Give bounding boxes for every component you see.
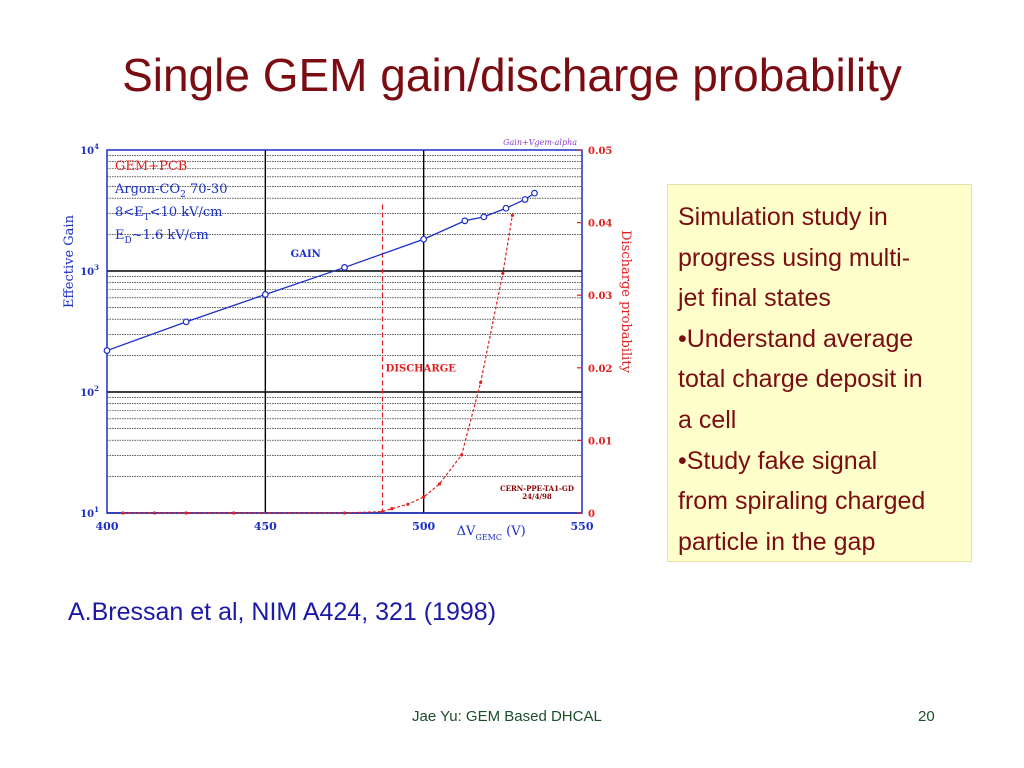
legend-line: GEM+PCB xyxy=(115,159,187,174)
discharge-point xyxy=(152,511,157,515)
top-note: Gain+Vgem-alpha xyxy=(503,138,577,147)
note-line: particle in the gap xyxy=(678,527,876,556)
y-right-tick-label: 0 xyxy=(588,509,595,520)
discharge-annotation: DISCHARGE xyxy=(386,363,457,374)
gain-point xyxy=(103,347,111,354)
gain-point xyxy=(420,235,428,243)
discharge-point xyxy=(501,271,505,276)
x-tick-label: 550 xyxy=(571,520,594,533)
y-left-tick-label: 101 xyxy=(80,505,99,520)
note-line: Simulation study in xyxy=(678,203,888,231)
legend-line: ED~1.6 kV/cm xyxy=(115,228,209,246)
x-tick-label: 450 xyxy=(254,520,277,533)
gain-point xyxy=(480,213,488,221)
footer-text: Jae Yu: GEM Based DHCAL xyxy=(412,708,602,725)
gain-point xyxy=(182,318,190,326)
chart-svg: 400 450 500 550 101 102 103 104 0 0.01 0.02 0.03 0.0… xyxy=(62,138,633,542)
discharge-point xyxy=(460,453,464,457)
discharge-point xyxy=(232,511,236,515)
y-left-tick-label: 103 xyxy=(80,263,99,278)
note-line: progress using multi- xyxy=(678,243,911,272)
y-right-axis-label: Discharge probability xyxy=(618,230,633,373)
gain-series-line xyxy=(106,192,535,352)
y-right-tick-label: 0.04 xyxy=(588,219,612,230)
note-line: •Understand average xyxy=(678,324,914,353)
slide-title: Single GEM gain/discharge probability xyxy=(122,49,902,101)
discharge-point xyxy=(342,511,347,515)
discharge-point xyxy=(510,213,514,217)
note-line: •Study fake signal xyxy=(678,446,878,475)
gain-point xyxy=(341,264,348,271)
y-left-tick-label: 102 xyxy=(80,384,99,399)
y-right-tick-label: 0.03 xyxy=(588,291,612,302)
x-tick-label: 400 xyxy=(96,520,119,533)
notes-box: Simulation study in progress using multi… xyxy=(667,184,972,562)
gain-point xyxy=(502,204,510,212)
gain-discharge-chart: 400 450 500 550 101 102 103 104 0 0.01 0.02 0.03 0.0… xyxy=(55,135,645,555)
legend-line: 8<ET<10 kV/cm xyxy=(115,205,223,223)
gain-point xyxy=(531,189,538,197)
stamp-line: 24/4/98 xyxy=(522,492,552,501)
discharge-point xyxy=(406,502,410,506)
grid-layer xyxy=(107,150,582,514)
legend-line: Argon-CO2 70-30 xyxy=(114,182,227,200)
gain-point xyxy=(521,196,529,203)
discharge-point xyxy=(184,511,188,515)
discharge-point xyxy=(390,507,394,511)
x-axis-label: ΔVGEMC (V) xyxy=(457,524,526,542)
citation: A.Bressan et al, NIM A424, 321 (1998) xyxy=(68,598,497,626)
note-line: jet final states xyxy=(678,284,831,313)
series-layer xyxy=(103,189,538,515)
note-line: a cell xyxy=(678,405,737,434)
note-line: total charge deposit in xyxy=(678,365,923,394)
discharge-point xyxy=(121,511,125,515)
stamp-line: CERN-PPE-TA1-GD xyxy=(500,484,574,493)
gain-point xyxy=(261,291,269,298)
note-line: from spiraling charged xyxy=(678,487,926,516)
discharge-point xyxy=(437,482,442,486)
y-left-axis-label: Effective Gain xyxy=(62,214,77,308)
x-tick-label: 500 xyxy=(412,520,435,533)
gain-point xyxy=(461,217,469,225)
text-layer: 400 450 500 550 101 102 103 104 0 0.01 0.02 0.03 0.0… xyxy=(62,138,633,542)
page-number: 20 xyxy=(918,708,935,725)
discharge-point xyxy=(479,380,483,384)
y-right-tick-label: 0.05 xyxy=(588,146,612,157)
discharge-point xyxy=(422,495,426,499)
y-right-tick-label: 0.02 xyxy=(588,364,612,375)
y-left-tick-label: 104 xyxy=(80,142,99,157)
discharge-series-line xyxy=(122,215,513,514)
discharge-point xyxy=(380,509,385,514)
y-right-tick-label: 0.01 xyxy=(588,436,612,447)
gain-annotation: GAIN xyxy=(291,249,321,260)
